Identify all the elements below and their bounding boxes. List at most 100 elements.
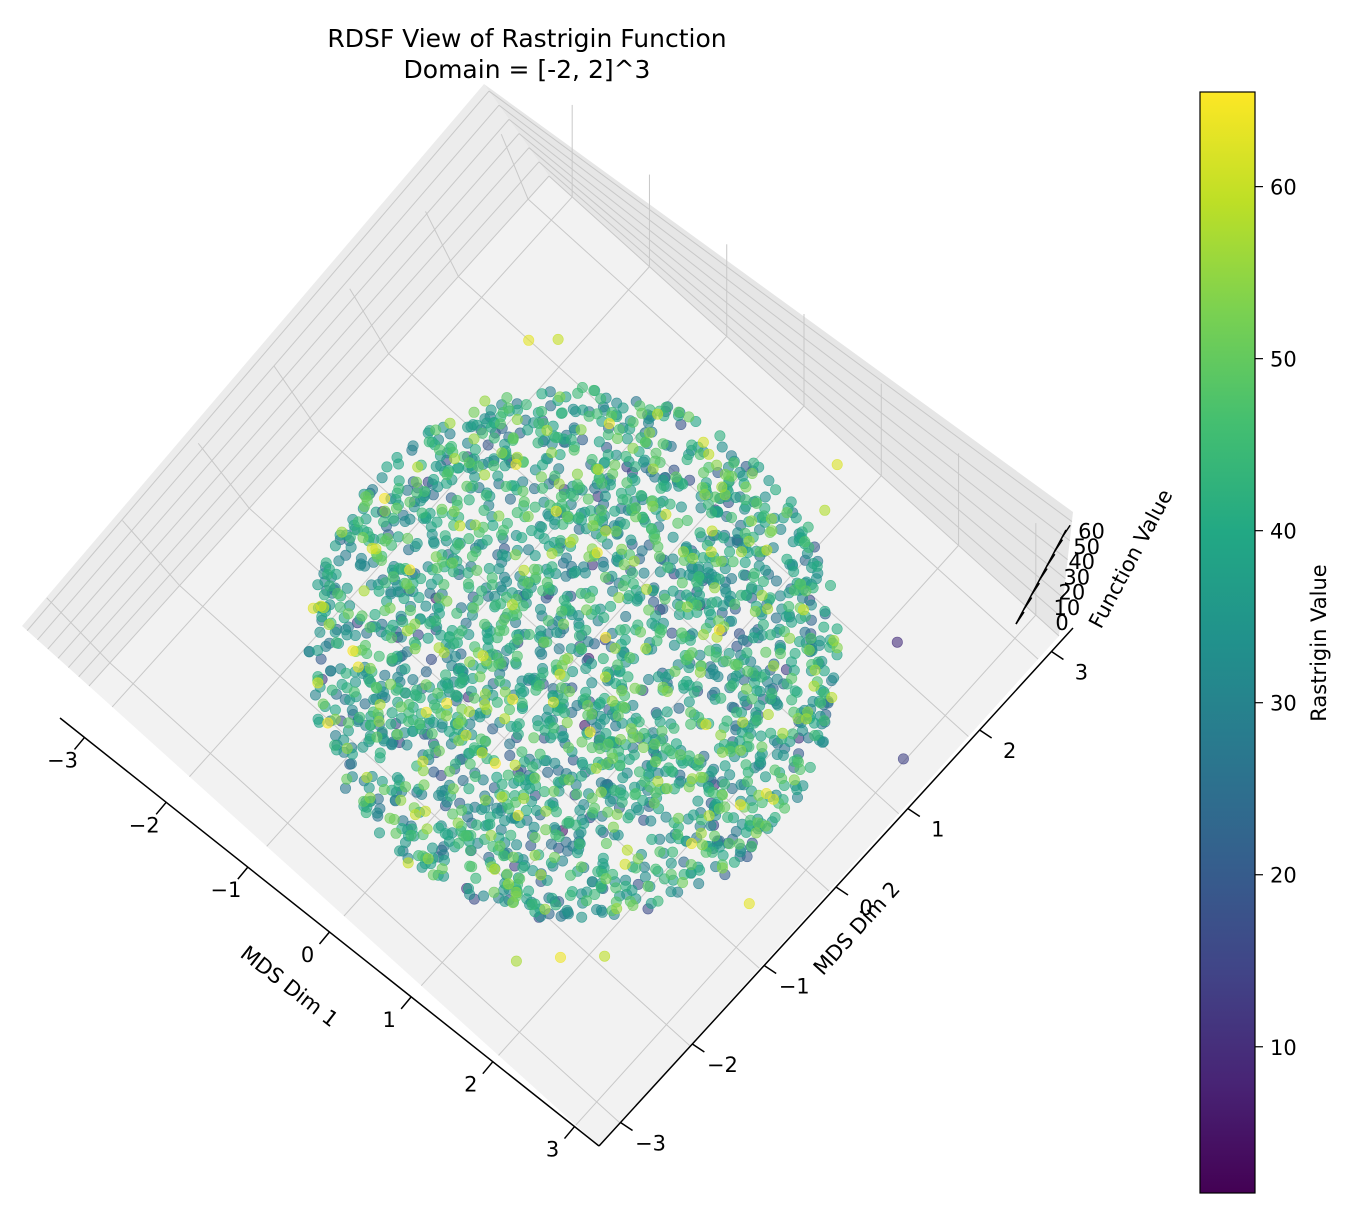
scatter-point: [691, 599, 703, 611]
scatter-point: [494, 418, 506, 430]
scatter-point: [509, 759, 521, 771]
scatter-point: [819, 504, 831, 516]
scatter-point: [734, 799, 746, 811]
scatter-point: [631, 595, 643, 607]
scatter-point: [486, 572, 498, 584]
scatter-point: [706, 766, 718, 778]
scatter-point: [609, 642, 621, 654]
scatter-point: [681, 514, 693, 526]
scatter-point: [586, 876, 598, 888]
scatter-point: [446, 557, 458, 569]
scatter-point: [548, 722, 560, 734]
scatter-point: [499, 815, 511, 827]
scatter-point: [614, 733, 626, 745]
scatter-point: [562, 652, 574, 664]
scatter-point: [554, 668, 566, 680]
scatter-point: [761, 544, 773, 556]
scatter-point: [818, 715, 830, 727]
scatter-point: [621, 494, 633, 506]
colorbar: [1199, 91, 1256, 1194]
scatter-point: [421, 823, 433, 835]
scatter-point: [424, 587, 436, 599]
scatter-point: [326, 684, 338, 696]
scatter-point: [528, 821, 540, 833]
colorbar-tick-label: 30: [1270, 692, 1297, 716]
scatter-point: [401, 739, 413, 751]
scatter-point: [526, 525, 538, 537]
scatter-point: [676, 627, 688, 639]
scatter-point: [348, 686, 360, 698]
scatter-point: [312, 579, 324, 591]
scatter-point: [560, 552, 572, 564]
scatter-point: [541, 576, 553, 588]
scatter-point: [384, 602, 396, 614]
scatter-point: [592, 463, 604, 475]
scatter-point: [471, 819, 483, 831]
scatter-point: [719, 778, 731, 790]
scatter-point: [535, 869, 547, 881]
scatter-point: [654, 716, 666, 728]
scatter-point: [371, 807, 383, 819]
scatter-point: [622, 812, 634, 824]
scatter-point: [429, 699, 441, 711]
scatter-point: [649, 738, 661, 750]
scatter-point: [660, 811, 672, 823]
scatter-point: [417, 755, 429, 767]
scatter-point: [686, 773, 698, 785]
scatter-point: [463, 494, 475, 506]
scatter-point: [595, 504, 607, 516]
scatter-point: [484, 818, 496, 830]
scatter-point: [623, 590, 635, 602]
scatter-point: [677, 679, 689, 691]
scatter-point: [512, 728, 524, 740]
scatter-point: [385, 718, 397, 730]
scatter-point: [457, 774, 469, 786]
scatter-point: [518, 564, 530, 576]
scatter-point: [500, 480, 512, 492]
scatter-point: [532, 437, 544, 449]
scatter-point: [390, 502, 402, 514]
scatter-point: [422, 632, 434, 644]
scatter-point: [667, 585, 679, 597]
scatter-point: [431, 562, 443, 574]
scatter-point: [488, 432, 500, 444]
scatter-point: [505, 829, 517, 841]
scatter-point: [643, 604, 655, 616]
scatter-point: [346, 704, 358, 716]
colorbar-label: Rastrigin Value: [1307, 564, 1331, 721]
scatter-point: [573, 838, 585, 850]
scatter-point: [632, 853, 644, 865]
scatter-point: [354, 711, 366, 723]
scatter-point: [534, 603, 546, 615]
scatter-point: [653, 550, 665, 562]
y-tick-label: 3: [1075, 661, 1088, 685]
scatter-point: [698, 467, 710, 479]
y-tick-label: −3: [635, 1131, 666, 1155]
chart-title: RDSF View of Rastrigin Function: [327, 24, 726, 53]
z-tick-label: 60: [1078, 520, 1105, 544]
scatter-point: [677, 546, 689, 558]
z-tick-label: 50: [1073, 535, 1100, 559]
scatter-point: [609, 784, 621, 796]
scatter-point: [452, 817, 464, 829]
scatter-point: [770, 575, 782, 587]
scatter-point: [777, 749, 789, 761]
scatter-point: [756, 589, 768, 601]
scatter-point: [514, 873, 526, 885]
scatter-point: [489, 863, 501, 875]
scatter-point: [477, 650, 489, 662]
scatter-point: [627, 732, 639, 744]
scatter-point: [718, 532, 730, 544]
scatter-point: [814, 635, 826, 647]
scatter-point: [573, 511, 585, 523]
scatter-point: [450, 689, 462, 701]
scatter-point: [557, 618, 569, 630]
scatter-point: [660, 742, 672, 754]
scatter-point: [598, 560, 610, 572]
scatter-point: [766, 687, 778, 699]
scatter-point: [329, 540, 341, 552]
scatter-point: [412, 461, 424, 473]
scatter-point: [404, 604, 416, 616]
